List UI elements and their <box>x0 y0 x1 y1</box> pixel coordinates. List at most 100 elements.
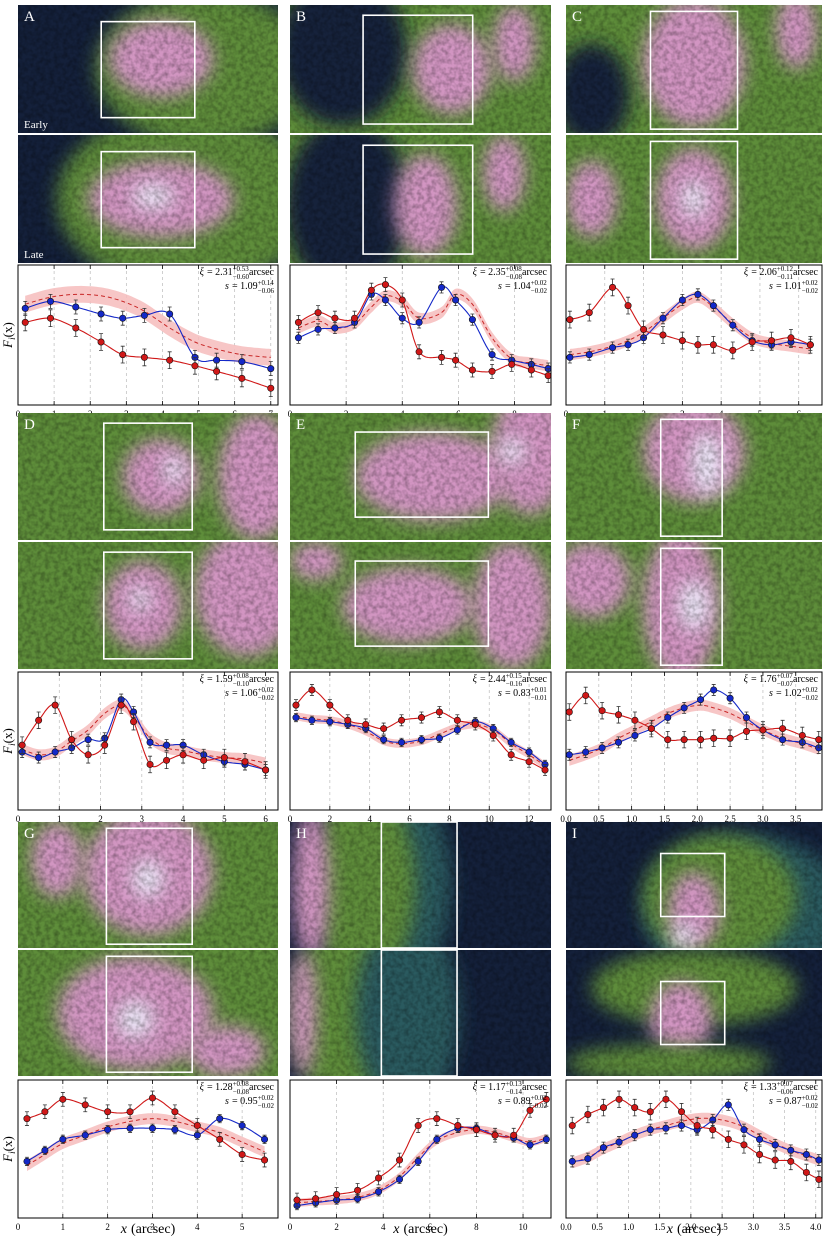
panel-letter: B <box>296 9 306 25</box>
y-label-base: F <box>0 339 15 349</box>
data-point <box>104 1126 112 1134</box>
y-label-suffix: (x) <box>0 1136 15 1151</box>
data-point <box>488 367 496 375</box>
data-point <box>640 325 648 333</box>
data-point <box>367 286 375 294</box>
x-label-suffix: (arcsec) <box>131 1222 176 1237</box>
fit-line <box>568 694 819 741</box>
annotation-symbol: s = <box>225 1096 238 1107</box>
data-point <box>238 1151 246 1159</box>
annotation: ξ = 1.59+0.08 −0.10arcsec <box>200 672 275 688</box>
data-point <box>756 1135 764 1143</box>
data-point <box>787 334 795 342</box>
data-point <box>542 1135 550 1143</box>
plot-background <box>18 265 278 405</box>
data-point <box>126 1108 134 1116</box>
data-point <box>525 748 533 756</box>
data-point <box>743 714 751 722</box>
data-point <box>624 341 632 349</box>
data-point <box>678 337 686 345</box>
data-point <box>646 1108 654 1116</box>
annotation-value: 2.35 <box>488 267 506 278</box>
data-point <box>119 351 127 359</box>
annotation: s = 0.87+0.02 −0.02 <box>769 1094 819 1110</box>
plot-area <box>18 1080 278 1218</box>
data-point <box>453 726 461 734</box>
image <box>18 5 278 133</box>
data-point <box>624 302 632 310</box>
data-point <box>331 324 339 332</box>
data-point <box>46 314 54 322</box>
panel-letter: F <box>572 417 580 433</box>
x-tick-label: 2 <box>328 814 333 824</box>
plot-area <box>18 265 278 405</box>
image <box>18 950 278 1076</box>
x-tick-label: 3.5 <box>790 814 802 824</box>
image-noise <box>566 950 822 1076</box>
data-point <box>743 727 751 735</box>
data-point <box>326 701 334 709</box>
annotation-minus: −0.02 <box>802 287 819 295</box>
data-point <box>101 741 109 749</box>
plot-area <box>290 265 551 405</box>
data-point <box>381 296 389 304</box>
image-noise <box>290 413 551 540</box>
x-tick-label: 6 <box>263 814 268 824</box>
roi-box <box>380 949 458 1077</box>
data-point <box>726 734 734 742</box>
y-label-suffix: (x) <box>0 728 15 743</box>
data-point <box>344 716 352 724</box>
data-point <box>238 1122 246 1130</box>
annotation-plus: +0.01 <box>531 686 548 694</box>
annotation-value: 1.06 <box>240 688 258 699</box>
plot-area <box>18 672 278 810</box>
annotation-symbol: ξ = <box>473 267 487 278</box>
annotation-value: 0.95 <box>240 1096 258 1107</box>
panel-letter: E <box>296 417 305 433</box>
roi-box <box>103 551 194 660</box>
image-noise <box>290 135 551 263</box>
roi-box <box>659 418 723 537</box>
annotation: s = 0.95+0.02 −0.02 <box>225 1094 275 1110</box>
annotation-plus: +0.02 <box>802 279 819 287</box>
annotation-plus: +0.07 <box>777 672 794 680</box>
data-point <box>308 686 316 694</box>
x-label-base: x <box>120 1222 128 1237</box>
panel-letter: A <box>24 9 35 25</box>
image-noise <box>290 822 551 948</box>
annotation-plus: +0.13 <box>506 1080 523 1088</box>
x-tick-label: 5 <box>240 1222 245 1232</box>
model-line <box>569 296 811 356</box>
annotation: s = 1.04+0.02 −0.02 <box>498 279 548 295</box>
data-point <box>806 341 814 349</box>
x-label-suffix: (arcsec) <box>403 1222 448 1237</box>
data-point <box>609 344 617 352</box>
data-point <box>414 1157 422 1165</box>
annotation: ξ = 2.06+0.12 −0.11arcsec <box>744 265 819 281</box>
annotation-minus: −0.10 <box>233 680 250 688</box>
panel-letter: D <box>24 417 35 433</box>
annotation-plus: +0.02 <box>802 686 819 694</box>
data-point <box>18 741 26 749</box>
data-point <box>59 1095 67 1103</box>
roi-box <box>649 10 739 130</box>
data-point <box>694 341 702 349</box>
x-tick-label: 0.5 <box>593 814 605 824</box>
data-point <box>491 1131 499 1139</box>
data-point <box>526 1141 534 1149</box>
data-point <box>398 738 406 746</box>
data-point <box>267 384 275 392</box>
image <box>566 822 822 948</box>
roi-box <box>100 150 196 249</box>
annotation-minus: −0.16 <box>506 680 523 688</box>
image-noise <box>566 542 822 669</box>
data-point <box>598 744 606 752</box>
x-tick-label: 2 <box>334 1222 339 1232</box>
data-point <box>678 1122 686 1130</box>
image <box>18 542 278 669</box>
x-tick-label: 2 <box>105 1222 110 1232</box>
data-point <box>398 314 406 322</box>
data-point <box>213 367 221 375</box>
data-point <box>740 1126 748 1134</box>
data-point <box>472 1126 480 1134</box>
